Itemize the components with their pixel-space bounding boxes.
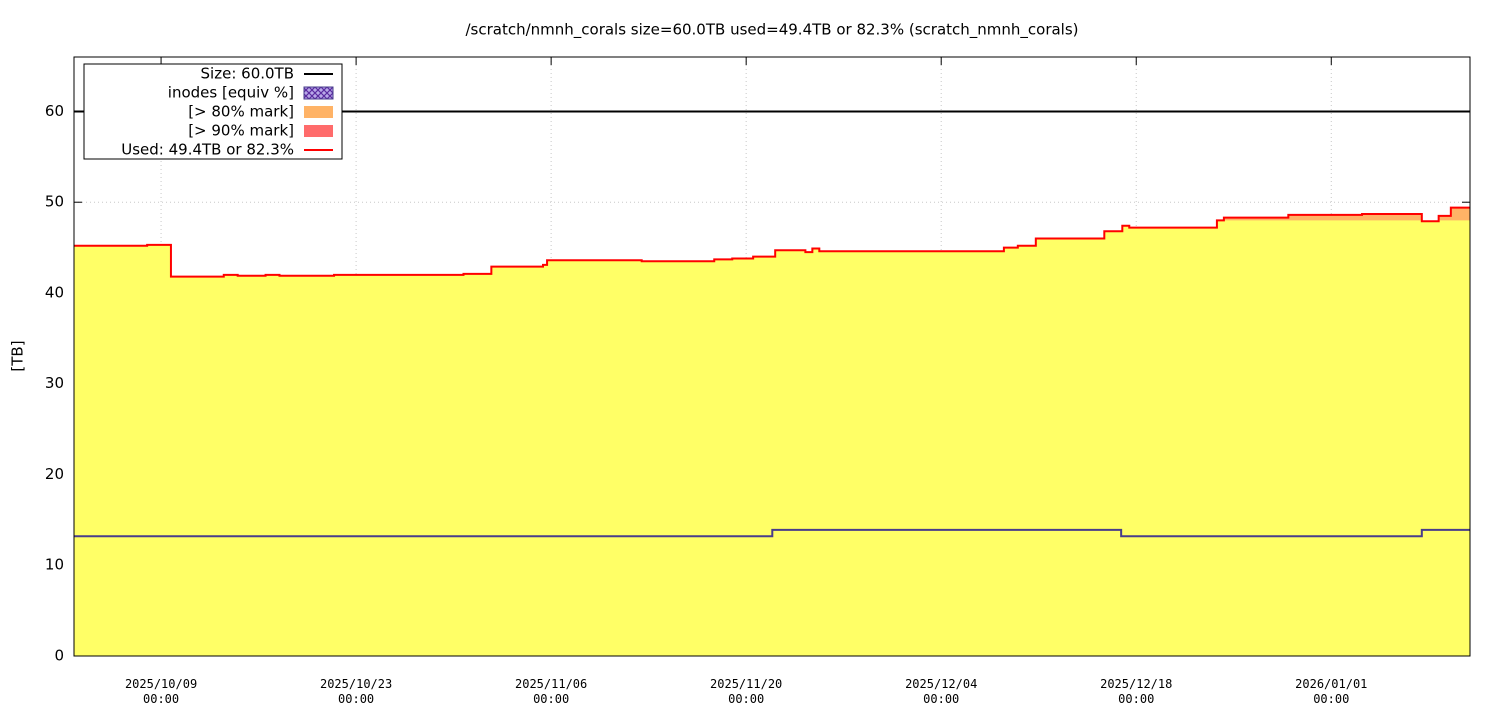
legend-label: Used: 49.4TB or 82.3% bbox=[121, 141, 294, 159]
legend-box bbox=[83, 63, 343, 160]
x-tick-label: 2025/11/06 00:00 bbox=[515, 677, 587, 706]
y-tick-label: 0 bbox=[54, 647, 64, 665]
y-tick-label: 50 bbox=[45, 193, 64, 211]
x-tick-label: 2026/01/01 00:00 bbox=[1295, 677, 1367, 706]
y-tick-label: 30 bbox=[45, 374, 64, 392]
x-tick-label: 2025/10/23 00:00 bbox=[320, 677, 392, 706]
x-tick-label: 2025/12/04 00:00 bbox=[905, 677, 977, 706]
used-area bbox=[74, 207, 1470, 656]
y-tick-label: 10 bbox=[45, 556, 64, 574]
legend-swatch bbox=[304, 106, 333, 118]
legend-swatch bbox=[304, 125, 333, 137]
legend-label: [> 80% mark] bbox=[188, 103, 294, 121]
y-tick-label: 40 bbox=[45, 283, 64, 301]
x-tick-label: 2025/10/09 00:00 bbox=[125, 677, 197, 706]
plot-border bbox=[73, 56, 1471, 657]
y-axis-label: [TB] bbox=[9, 340, 27, 371]
x-tick-label: 2025/12/18 00:00 bbox=[1100, 677, 1172, 706]
legend-label: Size: 60.0TB bbox=[201, 65, 294, 83]
y-tick-label: 60 bbox=[45, 102, 64, 120]
used-line bbox=[74, 206, 1470, 278]
legend-swatch bbox=[303, 86, 334, 100]
inodes-line bbox=[74, 528, 1470, 538]
legend-label: inodes [equiv %] bbox=[168, 84, 294, 102]
threshold-area bbox=[1216, 207, 1470, 221]
x-tick-label: 2025/11/20 00:00 bbox=[710, 677, 782, 706]
y-tick-label: 20 bbox=[45, 465, 64, 483]
legend-label: [> 90% mark] bbox=[188, 122, 294, 140]
chart-title: /scratch/nmnh_corals size=60.0TB used=49… bbox=[465, 21, 1078, 40]
